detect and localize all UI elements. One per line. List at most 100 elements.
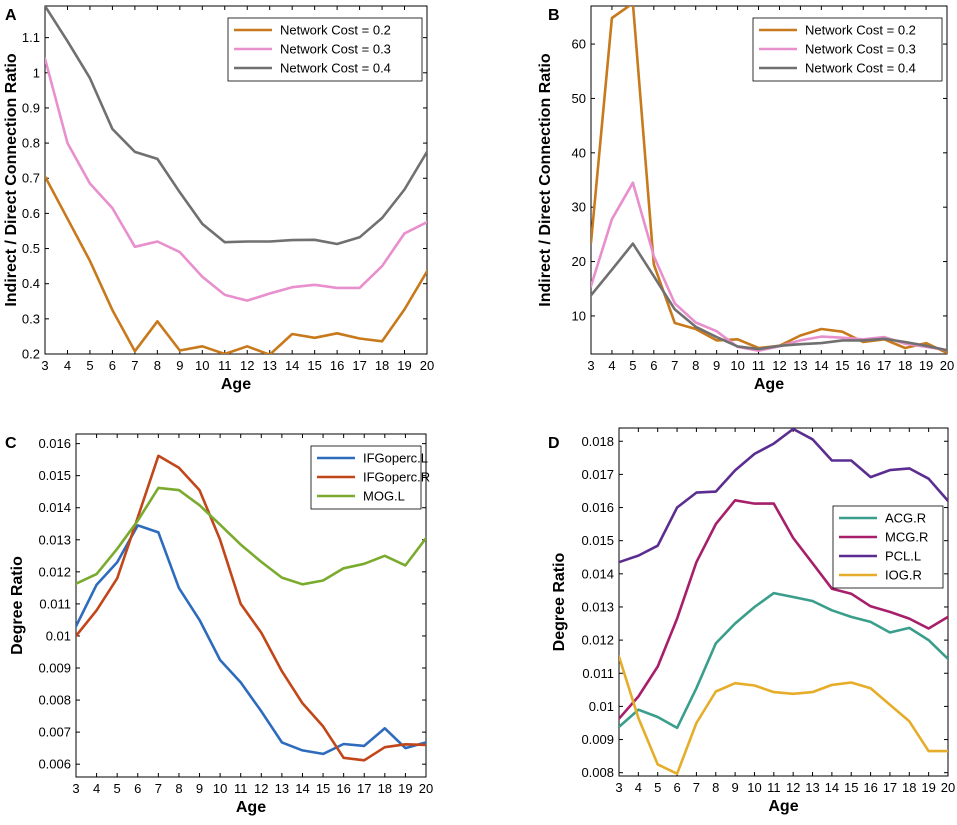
x-tick-label: 3 [587,358,594,373]
y-tick-label: 50 [572,91,586,106]
x-tick-label: 17 [883,780,897,795]
legend: IFGoperc.L IFGoperc.R MOG.L [310,445,430,510]
plot-frame [618,427,949,777]
x-axis-label: Age [754,376,784,393]
y-tick-label: 0.012 [38,564,71,579]
x-tick-label: 8 [154,358,161,373]
x-tick-label: 20 [940,358,954,373]
y-tick-label: 0.6 [22,206,40,221]
x-tick-label: 3 [615,780,622,795]
x-tick-label: 7 [131,358,138,373]
y-tick-label: 0.009 [581,732,614,747]
y-tick-label: 0.011 [39,596,71,611]
series-group [619,428,948,776]
x-tick-label: 3 [72,781,79,796]
x-tick-label: 6 [650,358,657,373]
y-tick-label: 60 [572,37,586,52]
x-tick-label: 11 [752,358,766,373]
y-tick-label: 0.012 [581,633,614,648]
x-axis-label: Age [768,798,798,815]
y-tick-label: 10 [572,308,586,323]
y-axis-label: Degree Ratio [551,552,568,651]
legend-label: IFGoperc.L [363,451,428,466]
x-tick-label: 4 [64,358,71,373]
x-tick-label: 3 [41,358,48,373]
series-group [591,6,947,354]
x-tick-label: 16 [863,780,877,795]
x-tick-label: 7 [693,780,700,795]
y-tick-label: 0.01 [46,628,71,643]
series-line-network-cost-0-3 [45,57,427,302]
panel-d: 3 4 5 6 7 8 9 10 11 12 13 14 15 16 17 18 19 20 0.008 0.009 0… [548,427,955,815]
x-tick-label: 10 [747,780,761,795]
x-tick-label: 13 [262,358,276,373]
x-tick-label: 20 [419,781,433,796]
legend-label: Network Cost = 0.3 [280,42,391,57]
x-tick-label: 9 [196,781,203,796]
y-axis-label: Indirect / Direct Connection Ratio [3,53,20,307]
x-tick-label: 19 [397,358,411,373]
x-tick-label: 18 [375,358,389,373]
y-tick-label: 1 [33,65,40,80]
y-tick-label: 40 [572,145,586,160]
y-tick-label: 0.007 [38,725,71,740]
series-line-mog-l [76,486,426,586]
legend: ACG.R MCG.R PCL.L IOG.R [832,505,944,589]
x-tick-label: 13 [805,780,819,795]
x-tick-label: 18 [378,781,392,796]
x-tick-label: 4 [608,358,615,373]
legend-label: MCG.R [885,530,928,545]
y-tick-label: 0.006 [38,757,71,772]
legend: Network Cost = 0.2 Network Cost = 0.3 Netw… [752,17,943,82]
x-tick-label: 13 [275,781,289,796]
x-tick-label: 10 [195,358,209,373]
x-tick-label: 14 [825,780,839,795]
x-tick-label: 17 [357,781,371,796]
x-tick-label: 19 [398,781,412,796]
panel-b: 3 4 5 6 7 8 9 10 11 12 13 14 15 16 17 18 19 20 10 20 30 40 50 6… [537,5,954,393]
x-tick-label: 18 [902,780,916,795]
x-tick-label: 16 [336,781,350,796]
x-axis-label: Age [236,799,266,816]
panel-letter: C [5,435,17,452]
legend-label: PCL.L [885,549,921,564]
x-tick-label: 5 [86,358,93,373]
x-tick-label: 6 [134,781,141,796]
y-tick-label: 0.015 [581,533,614,548]
x-tick-label: 8 [692,358,699,373]
x-tick-label: 12 [240,358,254,373]
y-tick-label: 0.4 [22,276,40,291]
legend-label: Network Cost = 0.4 [805,61,916,76]
y-tick-label: 0.014 [581,566,614,581]
series-group [45,6,427,354]
x-tick-label: 10 [213,781,227,796]
series-line-network-cost-0-4 [45,6,427,246]
y-tick-label: 0.018 [581,434,614,449]
x-tick-label: 9 [732,780,739,795]
x-tick-label: 11 [218,358,232,373]
x-tick-label: 16 [330,358,344,373]
x-tick-label: 7 [671,358,678,373]
x-tick-label: 6 [109,358,116,373]
x-tick-label: 20 [941,780,955,795]
y-tick-label: 0.016 [581,500,614,515]
panel-letter: A [5,7,17,24]
x-tick-label: 17 [877,358,891,373]
y-tick-label: 20 [572,254,586,269]
y-axis-label: Indirect / Direct Connection Ratio [537,53,554,307]
y-tick-label: 0.008 [38,693,71,708]
x-tick-label: 7 [155,781,162,796]
y-tick-label: 0.008 [581,765,614,780]
panel-letter: B [548,7,560,24]
x-tick-label: 11 [234,781,248,796]
x-tick-label: 5 [629,358,636,373]
panel-letter: D [548,435,560,452]
y-tick-label: 0.015 [38,468,71,483]
plot-frame [75,433,427,778]
series-line-mcg-r [619,498,948,721]
x-tick-label: 8 [712,780,719,795]
y-tick-label: 0.014 [38,500,71,515]
x-tick-label: 10 [730,358,744,373]
x-tick-label: 6 [673,780,680,795]
